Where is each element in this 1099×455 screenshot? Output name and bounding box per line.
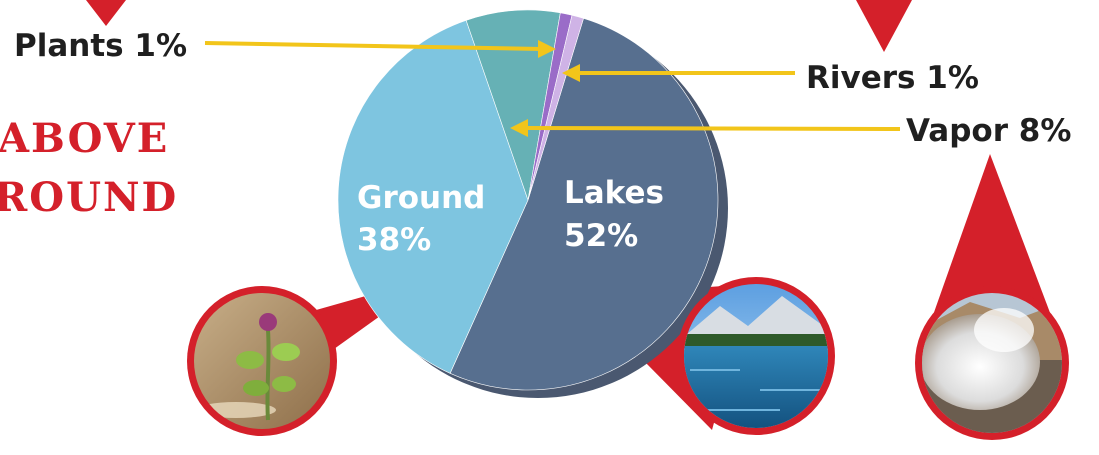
vapor-photo-pointer xyxy=(932,154,1052,318)
pie-slice-ground xyxy=(337,19,529,374)
vapor-arrow-line xyxy=(525,126,901,131)
callout-arrows xyxy=(204,40,901,137)
plants-arrow-head xyxy=(538,40,556,58)
callout-vapor: Vapor 8% xyxy=(906,113,1071,149)
callout-rivers: Rivers 1% xyxy=(806,60,979,96)
heading-line-2: ROUND xyxy=(0,174,178,221)
steam-vent-photo xyxy=(915,286,1069,440)
callout-plants: Plants 1% xyxy=(14,28,187,64)
pie-slice-vapor xyxy=(465,9,561,201)
slice-label-lakes-name: Lakes xyxy=(564,175,664,211)
slice-label-lakes-value: 52% xyxy=(564,218,638,254)
slice-label-ground-name: Ground xyxy=(357,180,485,216)
slice-label-ground-value: 38% xyxy=(357,222,431,258)
rivers-arrow-head xyxy=(562,64,580,82)
plants-arrow-line xyxy=(204,41,543,51)
top-right-pointer xyxy=(856,0,912,52)
mountain-lake-photo xyxy=(677,277,835,435)
vapor-arrow-head xyxy=(510,119,528,137)
pie-slice-lakes xyxy=(449,17,719,391)
pie-slice-rivers xyxy=(527,14,584,201)
plant-sprout-photo xyxy=(187,286,337,436)
top-left-pointer xyxy=(86,0,126,26)
water-distribution-pie-chart: Ground 38% Lakes 52% xyxy=(337,9,728,398)
heading-line-1: ABOVE xyxy=(0,115,169,162)
